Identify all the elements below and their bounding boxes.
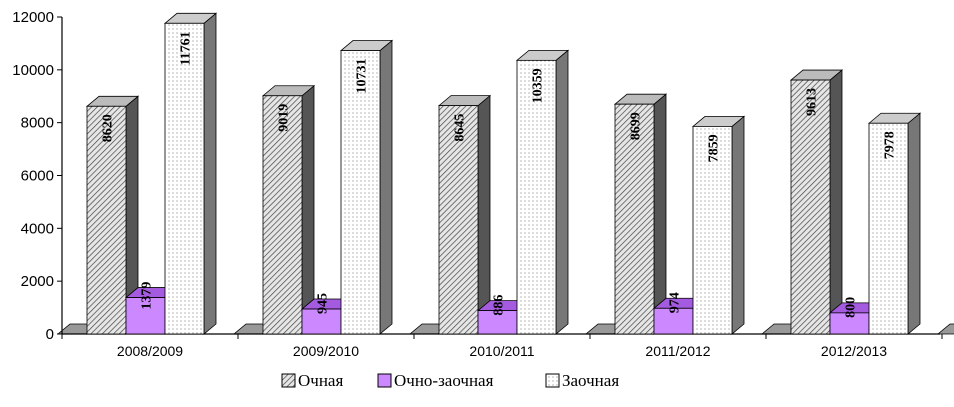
bar-side: [653, 93, 667, 335]
bar: [653, 307, 694, 335]
bar: [301, 308, 342, 335]
bar: [516, 59, 557, 335]
data-label: 8645: [453, 114, 468, 142]
data-label: 1379: [140, 282, 155, 310]
data-label: 800: [844, 297, 859, 318]
data-label: 10731: [355, 59, 370, 94]
bar-side: [829, 69, 843, 335]
data-label: 9613: [805, 88, 820, 116]
data-label: 945: [316, 293, 331, 314]
bar-side: [379, 39, 393, 335]
bar: [692, 125, 733, 335]
bar: [86, 105, 127, 335]
floor-segment: [936, 323, 954, 335]
data-label: 886: [491, 295, 506, 316]
data-label: 9019: [277, 104, 292, 132]
data-label: 974: [668, 292, 683, 313]
x-tick-label: 2012/2013: [821, 343, 887, 359]
bar: [125, 297, 166, 335]
data-label: 11761: [179, 31, 194, 65]
y-tick-label: 2000: [21, 273, 54, 290]
bar-side: [731, 115, 745, 335]
legend-label: Заочная: [562, 371, 619, 390]
y-tick-label: 6000: [21, 168, 54, 185]
labels-layer: 8620 1379 11761 2008/2009 9019 945 10731 2009/2…: [101, 31, 898, 359]
bar-side: [477, 94, 491, 335]
bar: [262, 95, 303, 335]
y-tick-label: 8000: [21, 115, 54, 132]
legend-swatch: [281, 373, 296, 388]
y-tick-label: 10000: [12, 62, 54, 79]
bar-side: [907, 112, 921, 335]
x-tick-label: 2010/2011: [469, 343, 534, 359]
x-tick-label: 2008/2009: [117, 343, 183, 359]
data-label: 8620: [101, 114, 116, 142]
y-tick-label: 0: [46, 326, 54, 343]
bar-side: [203, 12, 217, 335]
bar: [164, 22, 205, 335]
y-tick-label: 4000: [21, 220, 54, 237]
bar-side: [555, 49, 569, 335]
bar: [790, 79, 831, 335]
legend: Очная Очно-заочная Заочная: [281, 371, 619, 390]
x-tick-label: 2011/2012: [645, 343, 710, 359]
legend-swatch: [377, 373, 392, 388]
bar: [868, 122, 909, 335]
legend-label: Очно-заочная: [394, 371, 494, 390]
legend-label: Очная: [298, 371, 343, 390]
bar: [614, 103, 655, 335]
data-label: 7859: [707, 134, 722, 162]
y-tick-label: 12000: [12, 9, 54, 26]
bars-layer: [85, 12, 922, 335]
bar: [340, 50, 381, 335]
x-tick-label: 2009/2010: [293, 343, 359, 359]
data-label: 8699: [629, 112, 644, 140]
bar-side: [301, 84, 315, 335]
legend-swatch: [545, 373, 560, 388]
data-label: 10359: [531, 68, 546, 103]
data-label: 7978: [883, 131, 898, 159]
bar: [438, 105, 479, 335]
